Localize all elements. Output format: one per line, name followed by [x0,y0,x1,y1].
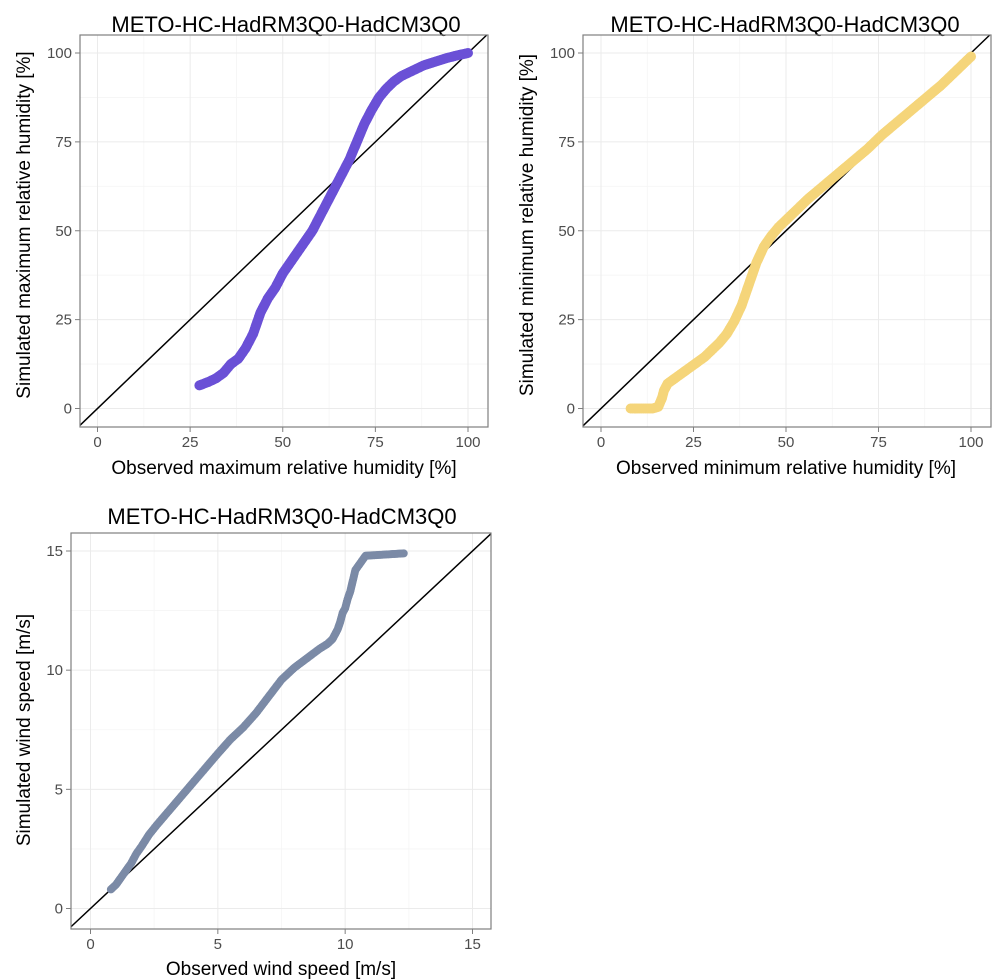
y-tick-label: 5 [55,781,63,798]
y-tick-label: 0 [64,401,72,418]
x-tick-label: 0 [86,936,94,953]
panel-max-humidity: METO-HC-HadRM3Q0-HadCM3Q0 0 25 50 75 100 0 25 5… [14,12,489,479]
y-axis-label: Simulated minimum relative humidity [%] [517,54,538,396]
x-axis-label: Observed maximum relative humidity [%] [111,458,456,479]
identity-line [79,34,488,426]
y-axis-label: Simulated maximum relative humidity [%] [14,51,35,398]
y-axis-label: Simulated wind speed [m/s] [14,614,35,846]
reference-line [79,34,488,426]
axis-ticks: 0 25 50 75 100 0 25 50 75 100 [550,45,984,451]
x-axis-label: Observed minimum relative humidity [%] [616,458,956,479]
x-tick-label: 75 [870,434,887,451]
x-tick-label: 0 [597,434,605,451]
x-tick-label: 50 [778,434,795,451]
data-points [194,48,473,391]
x-tick-label: 0 [93,434,101,451]
y-tick-label: 25 [558,312,575,329]
x-tick-label: 100 [455,434,480,451]
chart-title: METO-HC-HadRM3Q0-HadCM3Q0 [107,504,456,529]
y-tick-label: 100 [47,45,72,62]
panel-min-humidity: METO-HC-HadRM3Q0-HadCM3Q0 0 25 50 75 100 0 25 5… [517,12,992,479]
x-tick-label: 5 [214,936,222,953]
grid [71,533,491,929]
data-point [463,48,473,58]
y-tick-label: 0 [567,401,575,418]
x-tick-label: 15 [464,936,481,953]
axis-ticks: 0 25 50 75 100 0 25 50 75 100 [47,45,481,451]
y-tick-label: 10 [46,662,63,679]
data-point [399,549,408,558]
y-tick-label: 75 [55,134,72,151]
x-tick-label: 10 [337,936,354,953]
x-tick-label: 100 [958,434,983,451]
y-tick-label: 100 [550,45,575,62]
y-tick-label: 50 [55,223,72,240]
data-points [625,51,976,414]
y-tick-label: 0 [55,901,63,918]
reference-line [70,533,492,928]
chart-title: METO-HC-HadRM3Q0-HadCM3Q0 [610,12,959,37]
x-tick-label: 25 [685,434,702,451]
y-tick-label: 75 [558,134,575,151]
y-tick-label: 15 [46,543,63,560]
data-point [966,51,976,62]
identity-line [70,533,492,928]
data-points [106,549,408,894]
plot-border [70,532,492,930]
y-tick-label: 50 [558,223,575,240]
panel-wind-speed: METO-HC-HadRM3Q0-HadCM3Q0 0 5 10 15 0 5 10 15 O… [14,504,492,979]
y-tick-label: 25 [55,312,72,329]
x-tick-label: 50 [274,434,291,451]
chart-title: METO-HC-HadRM3Q0-HadCM3Q0 [111,12,460,37]
x-tick-label: 75 [367,434,384,451]
grid [80,35,488,427]
x-axis-label: Observed wind speed [m/s] [166,959,396,979]
x-tick-label: 25 [182,434,199,451]
axis-ticks: 0 5 10 15 0 5 10 15 [46,543,481,953]
